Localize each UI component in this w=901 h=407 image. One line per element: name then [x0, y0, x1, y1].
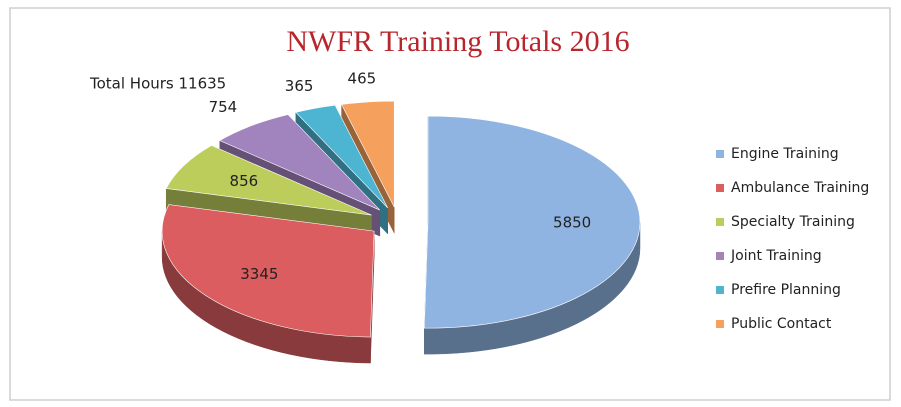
chart-title: NWFR Training Totals 2016	[286, 25, 629, 58]
legend-swatch	[716, 320, 724, 328]
slice	[295, 104, 388, 209]
data-label: 856	[230, 172, 259, 190]
data-label: 3345	[240, 265, 278, 283]
legend-label: Prefire Planning	[731, 282, 841, 298]
legend-swatch	[716, 252, 724, 260]
slice	[161, 204, 375, 338]
legend-swatch	[716, 218, 724, 226]
slice-group	[161, 204, 375, 364]
legend-swatch	[716, 286, 724, 294]
legend-label: Specialty Training	[731, 214, 855, 230]
legend-label: Ambulance Training	[731, 180, 869, 196]
data-label: 465	[348, 69, 377, 87]
legend-swatch	[716, 184, 724, 192]
data-label: 365	[285, 77, 314, 95]
data-label: 5850	[553, 213, 591, 231]
legend-swatch	[716, 150, 724, 158]
slice	[423, 115, 641, 329]
slice	[341, 100, 395, 208]
legend-label: Public Contact	[731, 316, 832, 332]
slice-group	[423, 115, 641, 355]
data-label: 754	[209, 98, 238, 116]
slice	[165, 145, 372, 216]
slice	[219, 114, 381, 211]
annotation: Total Hours 11635	[89, 75, 226, 93]
legend-label: Joint Training	[730, 248, 822, 264]
legend-label: Engine Training	[731, 146, 839, 162]
